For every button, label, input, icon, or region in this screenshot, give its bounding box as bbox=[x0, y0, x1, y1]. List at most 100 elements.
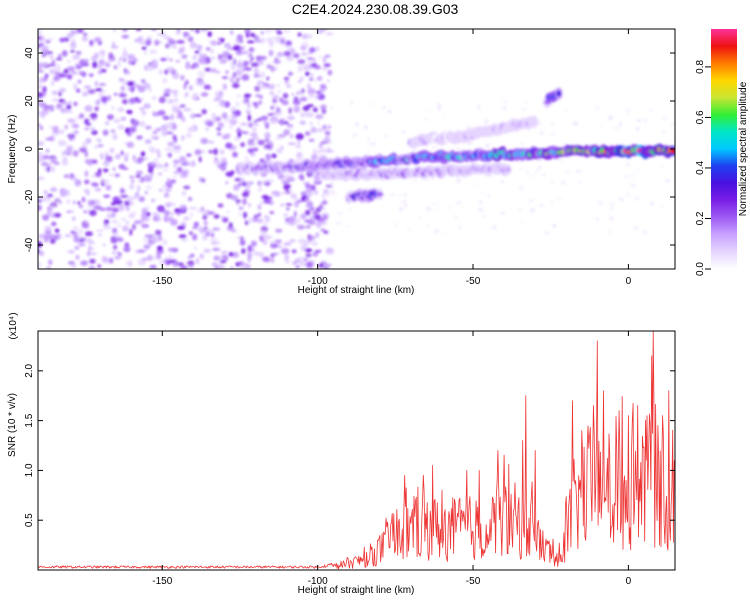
noise-blob bbox=[306, 190, 313, 197]
noise-blob bbox=[253, 217, 260, 221]
noise-blob bbox=[232, 251, 240, 258]
noise-blob bbox=[138, 120, 146, 127]
y-tick-label: 0 bbox=[24, 146, 35, 152]
noise-blob bbox=[167, 177, 171, 184]
noise-blob bbox=[78, 70, 84, 74]
noise-blob bbox=[201, 108, 207, 115]
noise-blob bbox=[110, 240, 118, 244]
noise-blob bbox=[180, 104, 186, 108]
noise-blob bbox=[456, 201, 462, 205]
noise-blob bbox=[121, 34, 130, 39]
noise-blob bbox=[126, 110, 133, 114]
noise-blob bbox=[228, 124, 234, 130]
noise-blob bbox=[250, 56, 254, 61]
noise-blob bbox=[482, 191, 485, 197]
noise-blob bbox=[218, 266, 226, 269]
noise-blob bbox=[125, 220, 130, 225]
noise-blob bbox=[242, 99, 247, 105]
noise-blob bbox=[144, 64, 148, 71]
noise-blob bbox=[84, 170, 89, 178]
noise-blob bbox=[269, 241, 278, 244]
noise-blob bbox=[237, 46, 246, 50]
noise-blob bbox=[188, 207, 197, 210]
noise-blob bbox=[441, 231, 444, 234]
noise-blob bbox=[247, 142, 253, 146]
noise-blob bbox=[487, 194, 491, 197]
noise-blob bbox=[398, 193, 402, 197]
noise-blob bbox=[247, 122, 254, 128]
noise-blob bbox=[173, 145, 182, 150]
noise-blob bbox=[219, 149, 225, 155]
noise-blob bbox=[317, 141, 321, 146]
noise-blob bbox=[97, 144, 104, 148]
noise-blob bbox=[115, 153, 121, 160]
noise-blob bbox=[520, 167, 524, 170]
noise-blob bbox=[247, 148, 255, 154]
noise-blob bbox=[207, 140, 215, 144]
noise-blob bbox=[215, 41, 222, 45]
noise-blob bbox=[43, 190, 48, 194]
noise-blob bbox=[295, 145, 301, 149]
noise-blob bbox=[41, 161, 49, 167]
noise-blob bbox=[53, 212, 62, 218]
noise-blob bbox=[305, 253, 312, 258]
noise-blob bbox=[308, 138, 315, 142]
noise-blob bbox=[51, 90, 59, 96]
noise-blob bbox=[156, 245, 163, 251]
noise-blob bbox=[564, 108, 567, 114]
noise-blob bbox=[283, 76, 290, 81]
noise-blob bbox=[116, 237, 124, 242]
noise-blob bbox=[80, 260, 88, 266]
noise-blob bbox=[518, 185, 525, 191]
noise-blob bbox=[151, 96, 157, 100]
noise-blob bbox=[136, 156, 143, 164]
noise-blob bbox=[159, 69, 163, 75]
noise-blob bbox=[123, 246, 131, 253]
noise-blob bbox=[213, 255, 220, 261]
noise-blob bbox=[329, 149, 335, 153]
noise-blob bbox=[635, 168, 639, 172]
noise-blob bbox=[48, 259, 52, 265]
noise-blob bbox=[561, 180, 566, 185]
noise-blob bbox=[187, 126, 196, 132]
noise-blob bbox=[609, 206, 613, 211]
noise-blob bbox=[320, 141, 324, 145]
spectrogram-panel: -150 -100 -50 0 -40 -20 0 20 40 Height of strai… bbox=[7, 28, 676, 296]
noise-blob bbox=[502, 105, 506, 110]
noise-blob bbox=[268, 178, 274, 184]
noise-blob bbox=[112, 196, 121, 203]
noise-blob bbox=[229, 46, 233, 51]
noise-blob bbox=[127, 196, 134, 202]
noise-blob bbox=[194, 62, 200, 69]
noise-blob bbox=[477, 208, 484, 212]
noise-blob bbox=[238, 59, 242, 65]
noise-blob bbox=[297, 224, 305, 230]
noise-blob bbox=[186, 153, 192, 157]
noise-blob bbox=[91, 130, 98, 135]
noise-blob bbox=[170, 149, 176, 153]
noise-blob bbox=[265, 153, 272, 161]
noise-blob bbox=[314, 189, 318, 195]
noise-blob bbox=[96, 99, 100, 106]
noise-blob bbox=[125, 205, 130, 212]
noise-blob bbox=[105, 206, 113, 212]
noise-blob bbox=[38, 30, 42, 35]
noise-blob bbox=[154, 39, 160, 46]
noise-blob bbox=[425, 224, 431, 227]
noise-blob bbox=[87, 88, 96, 95]
noise-blob bbox=[112, 29, 117, 32]
noise-blob bbox=[320, 228, 326, 232]
noise-blob bbox=[230, 170, 235, 174]
noise-blob bbox=[98, 233, 103, 237]
noise-blob bbox=[119, 57, 123, 61]
noise-blob bbox=[246, 40, 255, 44]
snr-y-axis: 0.5 1.0 1.5 2.0 bbox=[24, 363, 675, 527]
noise-blob bbox=[572, 121, 579, 127]
noise-blob bbox=[117, 59, 121, 67]
noise-blob bbox=[253, 73, 259, 78]
noise-blob bbox=[401, 200, 407, 203]
noise-blob bbox=[613, 126, 619, 129]
noise-blob bbox=[213, 214, 220, 219]
noise-blob bbox=[202, 211, 207, 215]
noise-blob bbox=[163, 192, 170, 198]
